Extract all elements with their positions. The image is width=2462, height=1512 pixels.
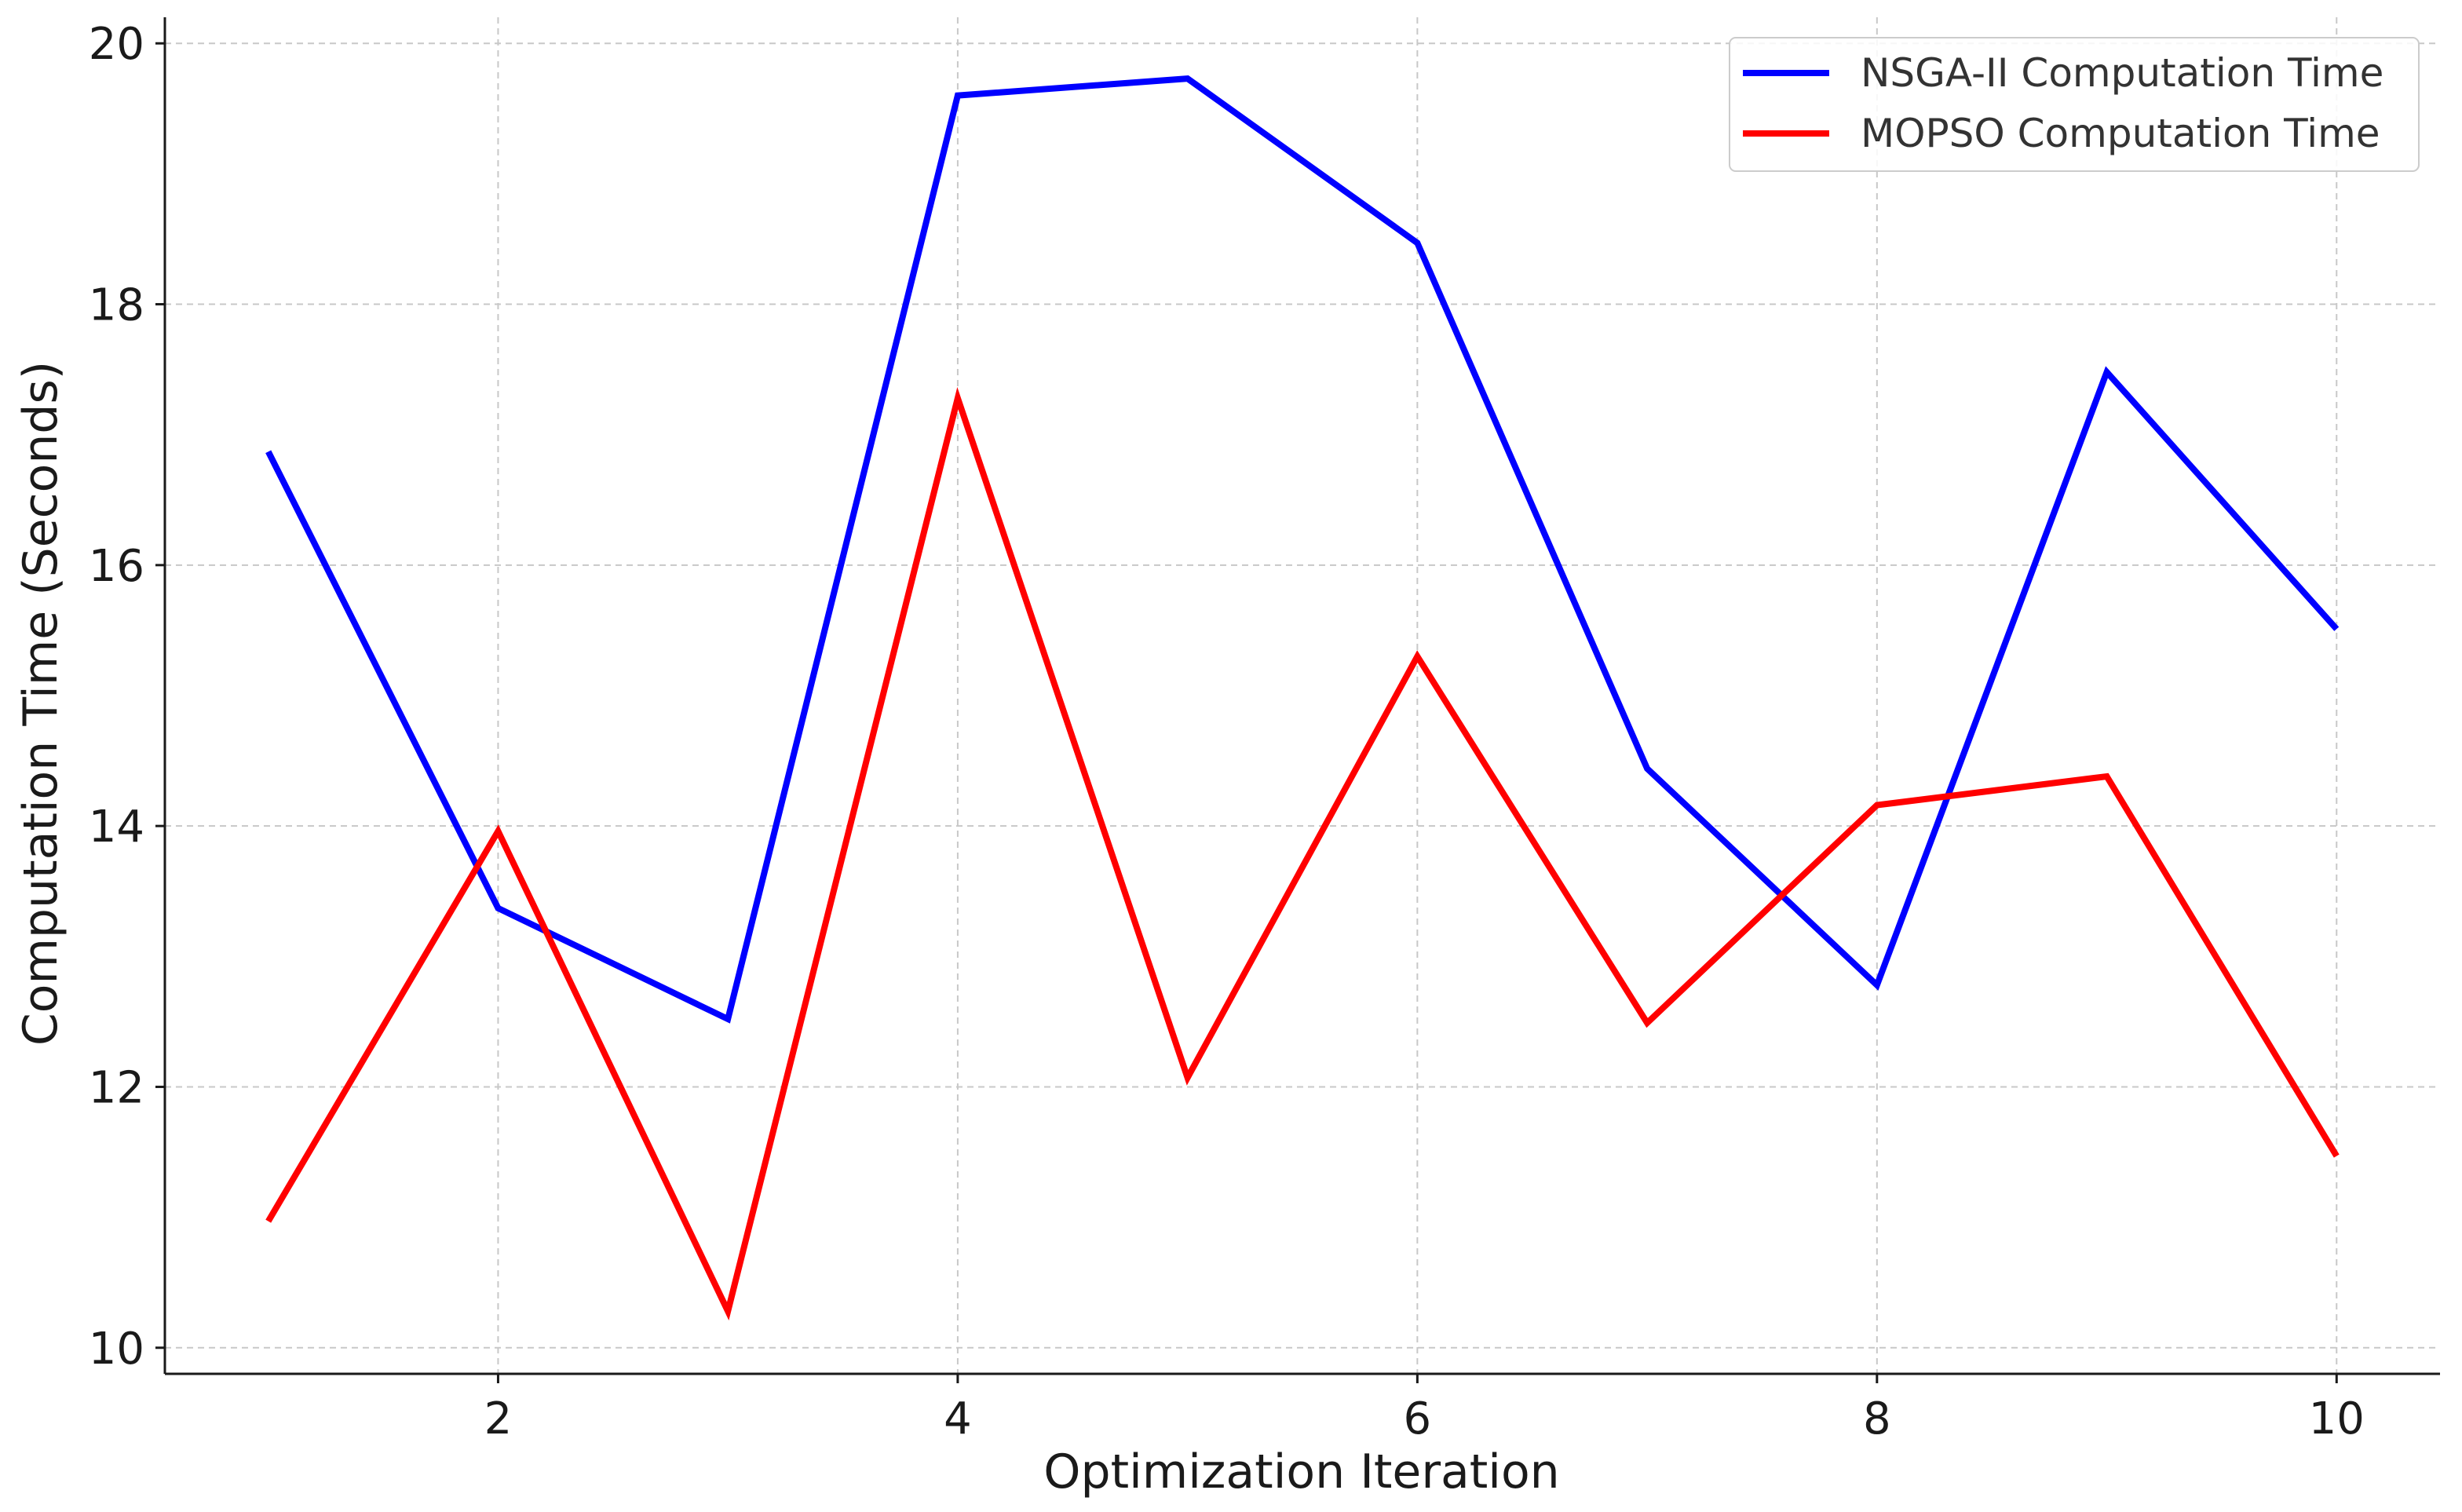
x-tick-label: 6 xyxy=(1404,1393,1432,1444)
x-tick-label: 4 xyxy=(944,1393,972,1444)
y-tick-label: 20 xyxy=(89,19,144,70)
grid-layer xyxy=(165,17,2440,1374)
y-axis-label: Computation Time (Seconds) xyxy=(13,361,68,1046)
x-tick-label: 10 xyxy=(2309,1393,2365,1444)
y-tick-label: 14 xyxy=(89,802,144,853)
x-tick-label: 8 xyxy=(1863,1393,1891,1444)
legend: NSGA-II Computation Time MOPSO Computati… xyxy=(1729,37,2420,172)
legend-label-nsga: NSGA-II Computation Time xyxy=(1861,50,2383,96)
legend-frame xyxy=(1729,37,2420,172)
y-tick-label: 16 xyxy=(89,541,144,592)
axes-layer xyxy=(163,17,2440,1375)
nsga-series-line xyxy=(265,75,2340,1024)
series-layer xyxy=(265,75,2340,1320)
ticks-layer: 2 4 6 8 10 10 12 14 16 18 20 xyxy=(89,19,2365,1444)
legend-label-mopso: MOPSO Computation Time xyxy=(1861,111,2380,156)
mopso-series-line xyxy=(265,387,2340,1320)
x-tick-label: 2 xyxy=(484,1393,513,1444)
x-axis-label: Optimization Iteration xyxy=(1043,1444,1559,1499)
y-tick-label: 12 xyxy=(89,1062,144,1113)
y-tick-label: 18 xyxy=(89,280,144,331)
y-tick-label: 10 xyxy=(89,1324,144,1375)
